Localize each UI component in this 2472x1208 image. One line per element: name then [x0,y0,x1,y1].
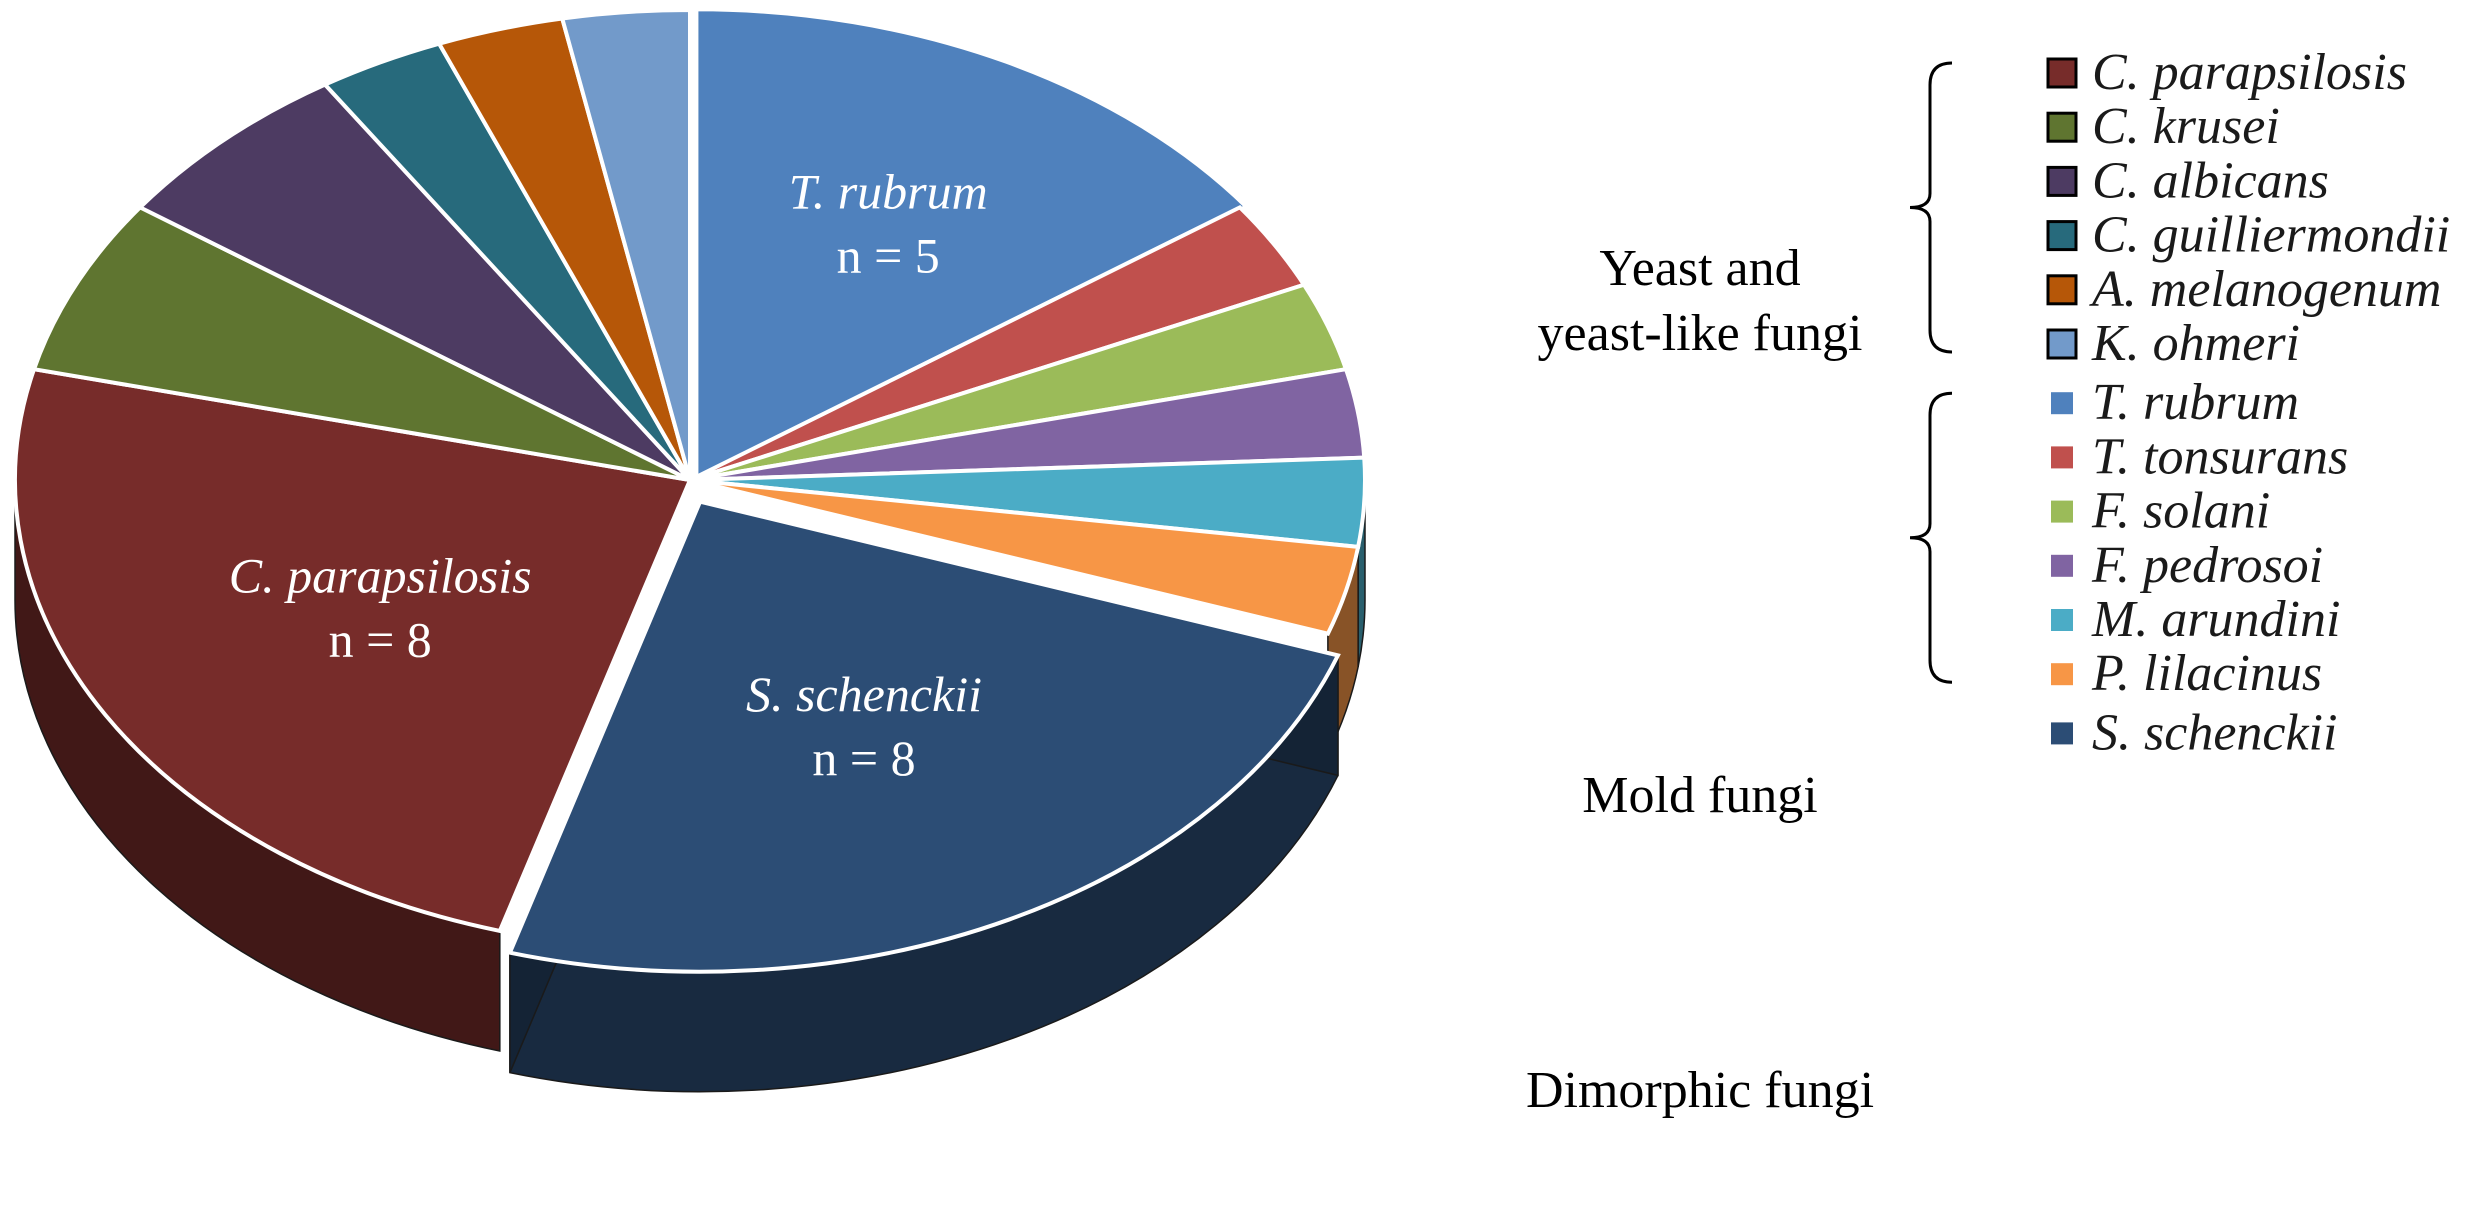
legend-label-yeast-2: C. albicans [2092,152,2329,209]
pie-slice-c_parapsilosis [13,366,693,934]
pie-slice-c_albicans [136,82,692,482]
legend-swatch-mold-3 [2051,554,2073,577]
pie-slice-c_krusei [31,204,691,482]
legend-brace-mold [1909,391,1953,684]
slice-label-t_rubrum: T. rubrum [789,163,988,219]
legend-label-mold-1: T. tonsurans [2092,428,2348,485]
legend-label-yeast-0: C. parapsilosis [2092,44,2407,101]
legend-label-mold-2: F. solani [2091,483,2270,540]
legend-swatch-yeast-4 [2046,274,2078,306]
legend-swatch-mold-1 [2051,446,2073,469]
legend-brace-yeast [1909,61,1953,354]
pie-slice-labels: T. rubrum n = 5 C. parapsilosis n = 8 S. sch… [229,163,988,786]
legend-swatch-mold-2 [2051,500,2073,523]
slice-count-t_rubrum: n = 5 [837,227,940,283]
legend-label-mold-4: M. arundini [2091,591,2340,648]
slice-label-c_parapsilosis: C. parapsilosis [229,548,532,604]
legend-swatch-yeast-2 [2046,165,2078,197]
legend-label-mold-5: P. lilacinus [2091,645,2322,702]
legend-swatch-mold-4 [2051,609,2073,631]
legend-label-yeast-3: C. guilliermondii [2092,207,2450,264]
pie-slice-s_schenckii [507,499,1341,974]
pie-slice-p_lilacinus [689,478,1361,637]
slice-label-s_schenckii: S. schenckii [746,666,982,722]
legend-swatch-yeast-3 [2046,220,2078,252]
pie-slice-t_rubrum [694,7,1250,483]
legend-label-mold-3: F. pedrosoi [2091,537,2323,594]
legend-label-yeast-4: A. melanogenum [2089,261,2441,318]
legend-swatch-mold-5 [2051,663,2073,686]
legend-label-dimorphic-0: S. schenckii [2092,704,2337,761]
legend-label-yeast-1: C. krusei [2092,98,2280,155]
pie-slice-k_ohmeri [559,7,692,481]
legend-swatch-yeast-1 [2046,111,2078,143]
legend-group-title-yeast-0: Yeast and [1599,240,1800,297]
legend-swatch-yeast-0 [2046,57,2078,89]
legend-group-title-dimorphic-0: Dimorphic fungi [1526,1062,1874,1119]
legend-swatch-dimorphic-0 [2051,722,2073,745]
legend-swatch-yeast-5 [2046,328,2078,360]
pie-slices [13,7,1367,974]
legend-group-title-yeast-1: yeast-like fungi [1538,305,1863,362]
slice-count-s_schenckii: n = 8 [812,730,915,786]
legend-swatch-mold-0 [2051,392,2073,415]
slice-count-c_parapsilosis: n = 8 [329,612,432,668]
legend-label-mold-0: T. rubrum [2092,374,2299,431]
legend-group-title-mold-0: Mold fungi [1582,767,1817,824]
legend-label-yeast-5: K. ohmeri [2091,315,2300,372]
